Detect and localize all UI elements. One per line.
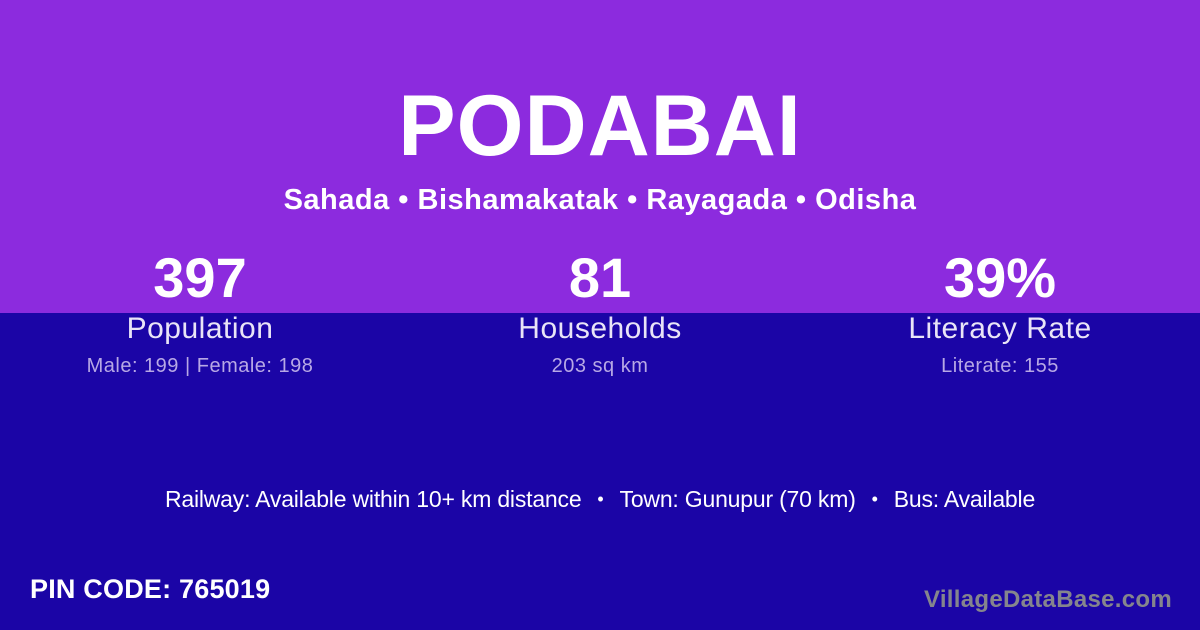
- transport-info-bar: Railway: Available within 10+ km distanc…: [0, 484, 1200, 514]
- railway-info: Railway: Available within 10+ km distanc…: [164, 486, 582, 512]
- pin-code: PIN CODE: 765019: [30, 574, 271, 604]
- site-watermark: VillageDataBase.com: [923, 586, 1172, 613]
- bullet-separator: •: [597, 489, 604, 509]
- households-value: 81: [568, 246, 632, 309]
- households-label: Households: [518, 312, 682, 345]
- literacy-label: Literacy Rate: [908, 312, 1092, 345]
- literacy-detail: Literate: 155: [941, 355, 1059, 377]
- town-info: Town: Gunupur (70 km): [619, 486, 856, 512]
- stats-row: 397 Population Male: 199 | Female: 198 8…: [0, 246, 1200, 378]
- stat-population: 397 Population Male: 199 | Female: 198: [0, 246, 400, 378]
- location-breadcrumb: Sahada • Bishamakatak • Rayagada • Odish…: [283, 184, 917, 216]
- village-name-title: PODABAI: [398, 78, 802, 174]
- population-label: Population: [126, 312, 274, 345]
- bullet-separator: •: [871, 489, 878, 509]
- households-detail: 203 sq km: [551, 355, 649, 377]
- stat-households: 81 Households 203 sq km: [400, 246, 800, 378]
- population-value: 397: [153, 246, 247, 309]
- population-detail: Male: 199 | Female: 198: [86, 355, 314, 377]
- bus-info: Bus: Available: [893, 486, 1036, 512]
- stat-literacy: 39% Literacy Rate Literate: 155: [800, 246, 1200, 378]
- header-background: [0, 0, 1200, 313]
- literacy-value: 39%: [943, 246, 1057, 309]
